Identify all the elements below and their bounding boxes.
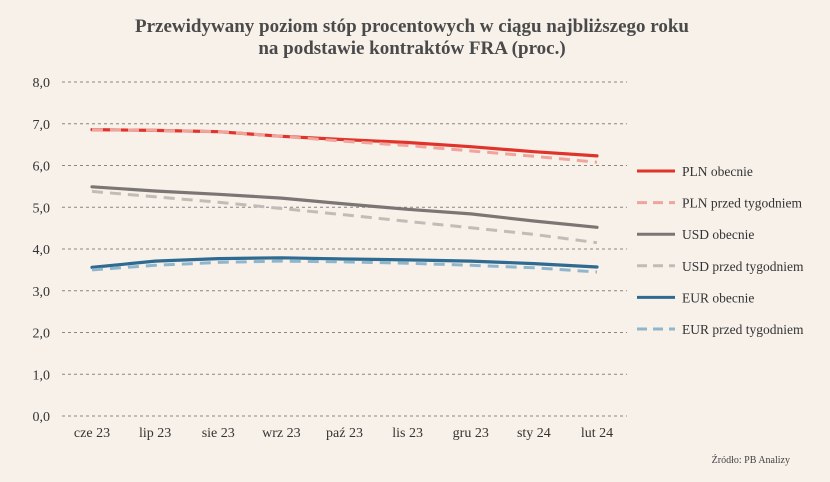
series-line: [90, 128, 599, 158]
series-line: [90, 256, 599, 269]
legend-label: PLN obecnie: [682, 164, 753, 179]
source-note: Źródło: PB Analizy: [712, 454, 790, 466]
x-tick-label: cze 23: [74, 426, 110, 441]
y-tick-label: 6,0: [33, 160, 51, 175]
x-tick-label: lip 23: [139, 426, 171, 441]
legend-label: USD obecnie: [682, 227, 754, 242]
x-tick-label: lut 24: [581, 426, 613, 441]
legend-label: EUR przed tygodniem: [682, 322, 804, 337]
y-tick-label: 3,0: [33, 285, 51, 300]
series-line: [90, 185, 599, 229]
x-tick-label: sty 24: [517, 426, 551, 441]
y-tick-label: 5,0: [33, 201, 51, 216]
legend-label: EUR obecnie: [682, 290, 754, 305]
y-tick-label: 8,0: [33, 76, 51, 91]
chart-title-line-1: Przewidywany poziom stóp procentowych w …: [135, 16, 689, 37]
legend: PLN obecnie PLN przed tygodniem USD obecni…: [637, 164, 804, 337]
legend-label: USD przed tygodniem: [682, 259, 804, 274]
chart-title-line-2: na podstawie kontraktów FRA (proc.): [258, 38, 565, 59]
series-lines: [90, 128, 599, 274]
y-tick-label: 2,0: [33, 327, 51, 342]
x-tick-label: gru 23: [453, 426, 489, 441]
x-tick-label: sie 23: [202, 426, 235, 441]
grid-lines: [62, 81, 627, 417]
x-tick-label: lis 23: [392, 426, 423, 441]
x-tick-label: wrz 23: [262, 426, 301, 441]
x-axis: cze 23 lip 23 sie 23 wrz 23 paź 23 lis 23 gru …: [74, 426, 613, 441]
legend-label: PLN przed tygodniem: [682, 196, 802, 211]
y-axis: 0,0 1,0 2,0 3,0 4,0 5,0 6,0 7,0 8,0: [33, 76, 51, 425]
x-tick-label: paź 23: [326, 426, 363, 441]
y-tick-label: 1,0: [33, 368, 51, 383]
series-line: [91, 259, 598, 274]
series-line: [91, 189, 598, 245]
y-tick-label: 0,0: [33, 410, 51, 425]
y-tick-label: 7,0: [33, 118, 51, 133]
chart-title: Przewidywany poziom stóp procentowych w …: [135, 16, 689, 59]
series-line: [91, 128, 598, 164]
y-tick-label: 4,0: [33, 243, 51, 258]
